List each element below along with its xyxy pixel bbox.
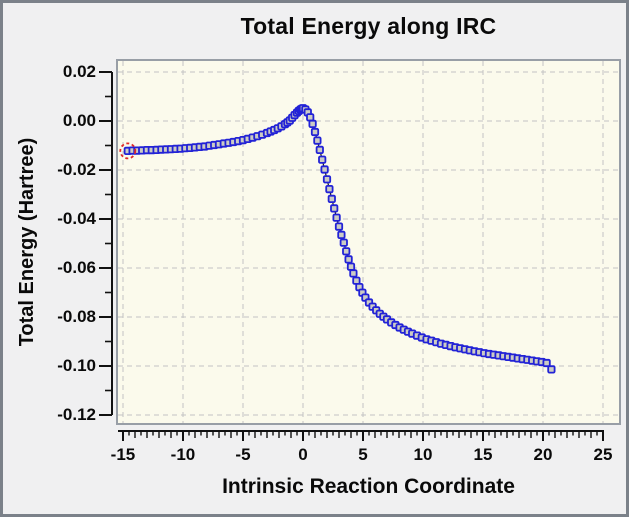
x-axis-ruler (118, 430, 604, 441)
plot-background (116, 59, 621, 425)
data-point-marker[interactable] (313, 136, 322, 145)
data-point-marker[interactable] (306, 113, 315, 122)
x-tick-label: 10 (413, 445, 433, 464)
y-axis-ticks (99, 71, 113, 416)
data-point-marker[interactable] (547, 365, 556, 374)
x-tick-label: -5 (235, 445, 251, 464)
x-tick-label: 0 (298, 445, 308, 464)
data-point-marker[interactable] (342, 247, 351, 256)
data-point-marker[interactable] (344, 255, 353, 264)
y-tick-label: 0.02 (62, 61, 96, 81)
y-tick-label: -0.10 (57, 355, 96, 375)
x-tick-label: -10 (170, 445, 196, 464)
data-point-marker[interactable] (349, 269, 358, 278)
y-tick-label: -0.06 (57, 257, 96, 277)
x-tick-label: 25 (593, 445, 613, 464)
selected-point-highlight-circle (119, 142, 137, 160)
y-tick-label: -0.02 (57, 159, 96, 179)
chart-title: Total Energy along IRC (240, 13, 497, 39)
x-tick-label: 20 (533, 445, 553, 464)
plot-frame (116, 59, 621, 425)
x-tick-label: 15 (473, 445, 493, 464)
x-tick-label: 5 (358, 445, 368, 464)
data-point-marker[interactable] (334, 222, 344, 231)
data-point-marker[interactable] (318, 155, 327, 164)
data-point-marker[interactable] (352, 276, 361, 285)
plot-canvas[interactable] (116, 59, 621, 425)
data-point-marker[interactable] (325, 185, 334, 194)
y-tick-label: -0.08 (57, 306, 96, 326)
data-point-marker[interactable] (327, 194, 336, 203)
x-axis-title: Intrinsic Reaction Coordinate (222, 475, 515, 498)
y-tick-label: -0.12 (57, 404, 96, 424)
data-point-marker[interactable] (339, 238, 348, 247)
data-point-marker[interactable] (315, 145, 324, 154)
data-point-marker[interactable] (310, 127, 320, 137)
y-tick-label: 0.00 (62, 110, 96, 130)
data-point-marker[interactable] (337, 230, 346, 239)
data-point-marker[interactable] (346, 262, 356, 271)
data-point-marker[interactable] (308, 119, 317, 129)
data-point-marker[interactable] (320, 165, 329, 174)
y-axis-title: Total Energy (Hartree) (16, 137, 38, 347)
data-point-marker[interactable] (542, 358, 551, 368)
y-tick-label: -0.04 (57, 208, 96, 228)
data-point-marker[interactable] (322, 175, 332, 184)
data-point-marker[interactable] (332, 213, 341, 222)
data-point-marker[interactable] (330, 204, 339, 213)
x-tick-label: -15 (110, 445, 136, 464)
